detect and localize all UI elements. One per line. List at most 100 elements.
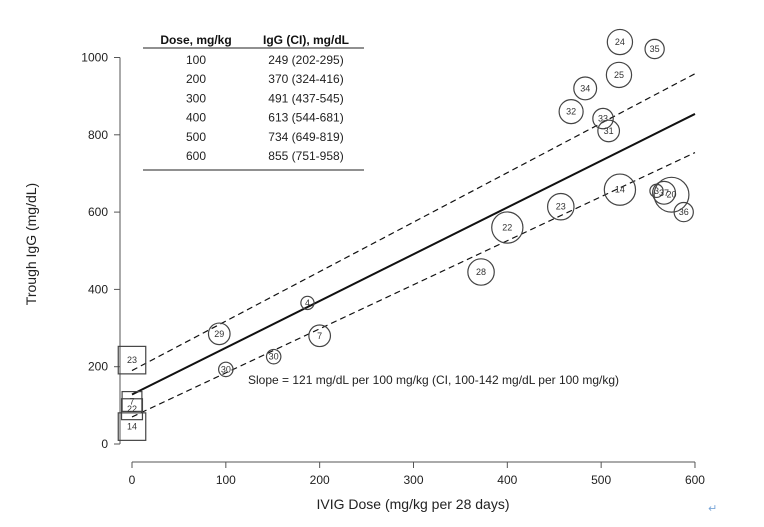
table-cell-dose: 500 xyxy=(186,130,206,144)
y-tick-label: 1000 xyxy=(81,51,108,65)
table-cell-dose: 200 xyxy=(186,72,206,86)
upper-ci-line xyxy=(131,73,696,372)
circle-point: 36 xyxy=(673,201,694,223)
circle-point-label: 34 xyxy=(580,83,590,93)
circle-point: 29 xyxy=(207,322,231,346)
x-tick-label: 600 xyxy=(685,473,705,487)
table-rows: 100 249 (202-295) 200 370 (324-416) 300 491 (… xyxy=(186,53,344,163)
lower-ci-line xyxy=(131,152,696,418)
y-tick-label: 0 xyxy=(101,437,108,451)
y-ticks: 0 200 400 600 800 1000 xyxy=(81,51,120,451)
circle-point-label: 7 xyxy=(317,331,322,341)
x-axis-title: IVIG Dose (mg/kg per 28 days) xyxy=(317,496,510,512)
x-tick-label: 100 xyxy=(216,473,236,487)
circle-point-label: 24 xyxy=(615,37,625,47)
axes: 0 100 200 300 400 500 600 0 200 400 600 800 1000 xyxy=(81,51,705,488)
circle-point: 32 xyxy=(558,99,584,125)
circle-point: 33 xyxy=(592,107,614,130)
circle-marker xyxy=(653,176,690,213)
circle-point-label: 30 xyxy=(221,364,231,374)
y-tick-label: 800 xyxy=(88,128,108,142)
circle-point: 35 xyxy=(644,38,665,60)
table-cell-dose: 600 xyxy=(186,149,206,163)
circle-point-label: 36 xyxy=(679,207,689,217)
table-cell-igg: 249 (202-295) xyxy=(268,53,343,67)
table-cell-igg: 370 (324-416) xyxy=(268,72,343,86)
circle-point-label: 32 xyxy=(566,107,576,117)
x-tick-label: 500 xyxy=(591,473,611,487)
circle-point: 22 xyxy=(491,211,524,244)
circle-point: 25 xyxy=(605,61,633,89)
circle-point: 23 xyxy=(547,192,575,221)
square-marker xyxy=(117,412,147,441)
circle-point: 7 xyxy=(308,324,332,348)
x-tick-label: 200 xyxy=(310,473,330,487)
dose-igg-table: Dose, mg/kg IgG (CI), mg/dL 100 249 (202-… xyxy=(143,33,364,171)
square-point: 14 xyxy=(117,412,147,441)
circle-marker xyxy=(300,295,315,311)
circle-point-label: 33 xyxy=(598,114,608,124)
regression-line xyxy=(131,113,696,396)
square-point-label: 23 xyxy=(127,355,137,365)
circle-marker xyxy=(673,201,694,223)
table-cell-dose: 400 xyxy=(186,111,206,125)
circle-point: 24 xyxy=(606,28,634,56)
table-cell-dose: 100 xyxy=(186,53,206,67)
circle-point-label: 23 xyxy=(556,202,566,212)
circle-point: 30 xyxy=(218,361,234,378)
square-point-label: 22 xyxy=(127,404,137,414)
square-point: 23 xyxy=(117,345,147,375)
table-cell-dose: 300 xyxy=(186,91,206,105)
circle-point: 30 xyxy=(265,348,282,365)
y-tick-label: 400 xyxy=(88,282,108,296)
circle-point-label: 22 xyxy=(502,223,512,233)
circle-point: 37 xyxy=(652,180,677,205)
x-tick-label: 400 xyxy=(497,473,517,487)
square-marker xyxy=(120,398,144,421)
circle-marker xyxy=(592,107,614,130)
circle-point: 34 xyxy=(573,76,598,101)
circle-point-label: 4 xyxy=(305,298,310,308)
circle-point-label: 3 xyxy=(654,186,659,196)
x-tick-label: 0 xyxy=(129,473,136,487)
circle-marker xyxy=(547,192,575,221)
circle-point: 20 xyxy=(653,176,690,213)
circle-marker xyxy=(652,180,677,205)
square-point: 22 xyxy=(120,398,144,421)
circle-marker xyxy=(491,211,524,244)
circle-marker xyxy=(207,322,231,346)
circle-marker xyxy=(558,99,584,125)
circle-point-label: 37 xyxy=(659,188,669,198)
slope-annotation: Slope = 121 mg/dL per 100 mg/kg (CI, 100… xyxy=(248,373,619,387)
circle-point: 31 xyxy=(597,119,621,143)
circle-point: 28 xyxy=(467,258,495,286)
y-tick-label: 600 xyxy=(88,205,108,219)
y-tick-label: 200 xyxy=(88,360,108,374)
circle-marker xyxy=(308,324,332,348)
table-header-dose: Dose, mg/kg xyxy=(160,33,231,47)
square-marker xyxy=(117,345,147,375)
x-tick-label: 300 xyxy=(403,473,423,487)
table-cell-igg: 855 (751-958) xyxy=(268,149,343,163)
square-point-label: 14 xyxy=(127,422,137,432)
circle-point-label: 14 xyxy=(615,185,625,195)
circle-marker xyxy=(597,119,621,143)
circle-marker xyxy=(606,28,634,56)
circle-point-label: 28 xyxy=(476,267,486,277)
table-cell-igg: 491 (437-545) xyxy=(268,91,343,105)
circle-point: 4 xyxy=(300,295,315,311)
circle-point-label: 30 xyxy=(269,352,279,362)
circle-point: 14 xyxy=(603,173,637,206)
circle-point-label: 20 xyxy=(667,190,677,200)
circle-marker xyxy=(605,61,633,89)
table-cell-igg: 734 (649-819) xyxy=(268,130,343,144)
circle-marker xyxy=(644,38,665,60)
y-axis-title: Trough IgG (mg/dL) xyxy=(23,183,39,305)
circle-marker xyxy=(218,361,234,378)
circle-marker xyxy=(467,258,495,286)
table-header-igg: IgG (CI), mg/dL xyxy=(263,33,349,47)
circle-point-label: 29 xyxy=(214,329,224,339)
circle-point-label: 35 xyxy=(650,44,660,54)
